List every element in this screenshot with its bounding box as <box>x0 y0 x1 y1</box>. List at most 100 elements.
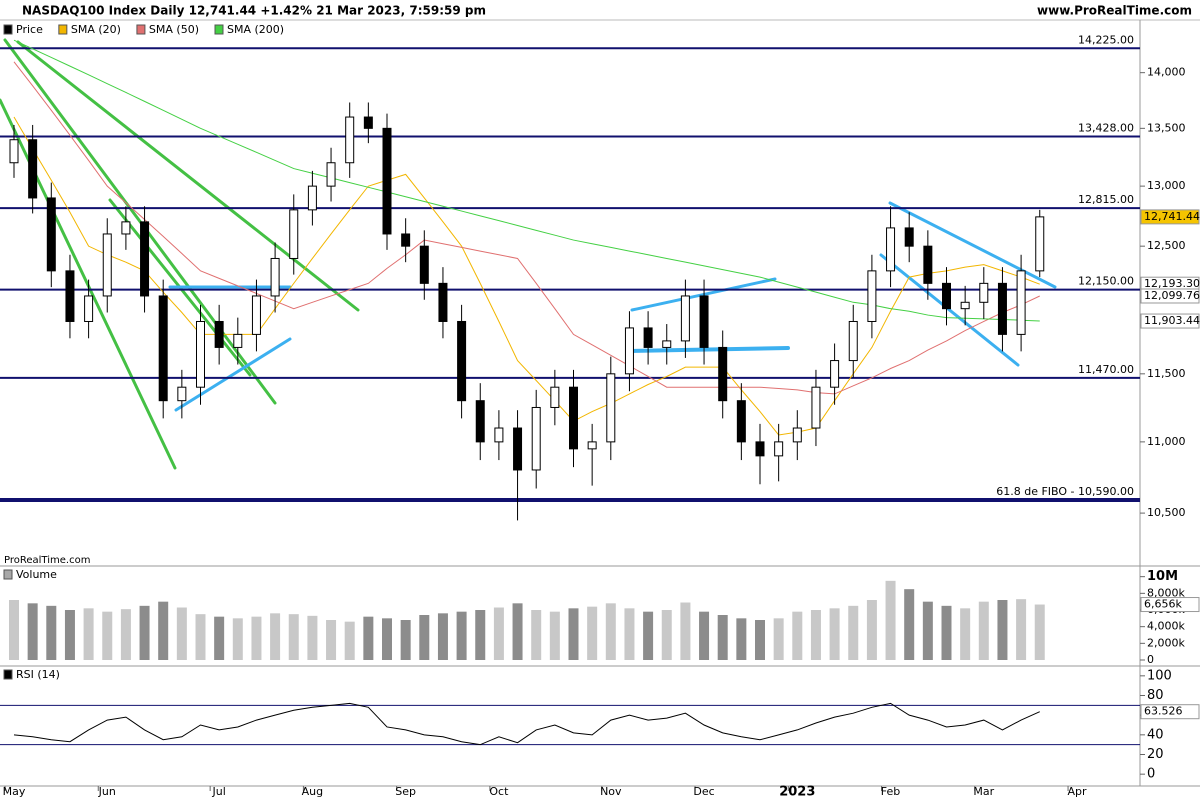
candle <box>699 279 709 365</box>
candle-body <box>569 386 578 450</box>
candle <box>121 206 131 250</box>
y-tick-label: 40 <box>1147 727 1164 742</box>
candle <box>774 423 784 482</box>
volume-bar <box>960 608 971 660</box>
candle <box>848 304 858 378</box>
volume-bar <box>922 601 933 660</box>
x-tick-label: Aug <box>302 785 323 798</box>
candle-body <box>65 270 75 322</box>
candle-body <box>196 320 205 388</box>
candle-body <box>513 427 523 471</box>
candle-body <box>979 282 989 303</box>
x-tick-label: Sep <box>395 785 416 798</box>
candle <box>196 304 205 405</box>
candle-body <box>494 427 504 443</box>
volume-bar <box>978 601 989 660</box>
volume-bar <box>866 600 877 660</box>
volume-bar <box>512 603 523 660</box>
candle-body <box>662 340 672 348</box>
level-label: 13,428.00 <box>1078 122 1134 135</box>
legend-label: SMA (50) <box>149 23 199 36</box>
candle <box>606 356 616 461</box>
candle-body <box>606 373 616 443</box>
legend-label: Price <box>16 23 43 36</box>
value-tag-label: 63.526 <box>1144 705 1183 718</box>
candle <box>158 279 168 419</box>
candle-body <box>699 295 709 348</box>
candle-body <box>960 301 970 310</box>
value-tag-label: 12,099.76 <box>1144 289 1200 302</box>
candle-body <box>251 295 261 335</box>
candle <box>28 124 38 214</box>
volume-bar <box>270 613 281 660</box>
candle-body <box>624 327 634 375</box>
volume-bar <box>1034 604 1045 660</box>
candle <box>755 423 765 485</box>
candle <box>494 410 504 461</box>
x-tick-label: Jun <box>98 785 116 798</box>
candle <box>979 267 989 319</box>
candle <box>531 389 541 489</box>
y-tick-label: 100 <box>1147 668 1172 683</box>
candle <box>214 304 224 365</box>
candle <box>680 279 690 358</box>
legend-swatch <box>3 669 13 680</box>
level-label: 14,225.00 <box>1078 33 1134 46</box>
candle-body <box>755 441 765 457</box>
volume-bar <box>232 618 243 660</box>
candle <box>867 254 877 339</box>
legend-label: SMA (20) <box>71 23 121 36</box>
volume-bar <box>941 605 952 660</box>
candle <box>513 410 523 521</box>
candle <box>792 410 802 461</box>
candle-body <box>792 427 802 443</box>
volume-bar <box>904 589 915 660</box>
candle <box>587 423 597 486</box>
candle-body <box>28 139 38 199</box>
chart-title: NASDAQ100 Index Daily 12,741.44 +1.42% 2… <box>22 4 486 18</box>
y-tick-label: 8,000k <box>1147 586 1185 599</box>
candle <box>251 279 261 352</box>
candle-body <box>177 386 187 402</box>
candle-body <box>997 282 1007 335</box>
candle <box>550 369 560 426</box>
candle-body <box>382 127 392 235</box>
candle-body <box>1016 270 1026 335</box>
legend-label: RSI (14) <box>16 668 60 681</box>
level-label: 11,470.00 <box>1078 363 1134 376</box>
volume-bar <box>549 611 560 660</box>
candle <box>326 147 336 202</box>
y-tick-label: 20 <box>1147 747 1164 762</box>
legend-swatch <box>3 24 13 35</box>
candle-body <box>457 320 467 402</box>
candle <box>233 317 243 365</box>
candle <box>307 170 317 226</box>
legend-swatch <box>136 24 146 35</box>
volume-bar <box>120 609 131 660</box>
volume-bar <box>605 603 616 660</box>
volume-bar <box>493 607 504 660</box>
candle-body <box>419 245 429 284</box>
legend-label: SMA (200) <box>227 23 284 36</box>
candle-body <box>550 386 560 408</box>
volume-bar <box>251 616 262 660</box>
candle-body <box>401 233 411 247</box>
volume-bar <box>680 602 691 660</box>
candle-body <box>140 221 150 297</box>
value-tag <box>1140 704 1200 720</box>
volume-bar <box>326 620 337 660</box>
candle-body <box>270 257 280 297</box>
candle-body <box>867 270 877 322</box>
x-tick-label: Oct <box>489 785 509 798</box>
volume-bar <box>661 610 672 660</box>
trend-line <box>630 277 777 312</box>
candle-body <box>904 227 914 247</box>
volume-bar <box>64 610 75 660</box>
candle <box>65 254 75 339</box>
volume-bar <box>288 614 299 660</box>
candle <box>289 194 299 275</box>
volume-bar <box>885 580 896 660</box>
volume-bar <box>139 605 150 660</box>
candle <box>140 206 150 313</box>
candle-body <box>9 139 19 164</box>
